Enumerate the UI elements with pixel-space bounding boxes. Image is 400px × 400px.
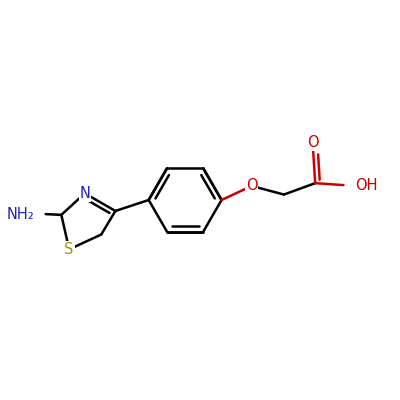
Text: OH: OH [355, 178, 378, 193]
Text: NH₂: NH₂ [6, 207, 34, 222]
Text: S: S [64, 242, 74, 257]
Text: N: N [80, 186, 90, 201]
Text: O: O [308, 136, 319, 150]
Text: O: O [246, 178, 258, 194]
